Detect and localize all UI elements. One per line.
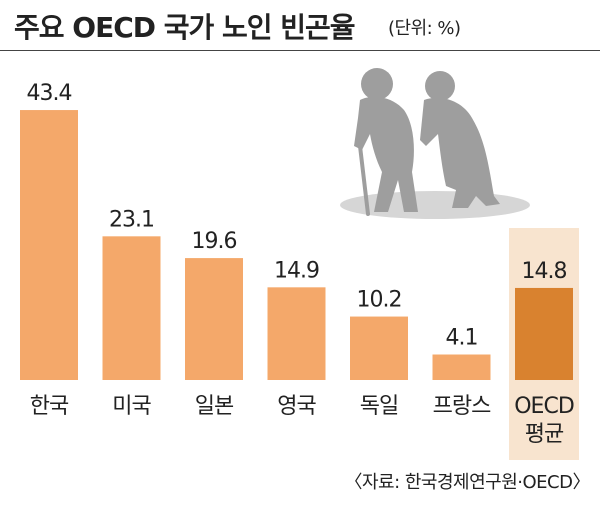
- value-label: 14.8: [522, 259, 567, 284]
- value-label: 14.9: [274, 258, 319, 283]
- chart-title: 주요 OECD 국가 노인 빈곤율: [14, 11, 356, 44]
- elderly-woman-silhouette: [420, 71, 500, 208]
- bar: [515, 287, 573, 380]
- value-label: 23.1: [109, 207, 154, 232]
- value-label: 43.4: [27, 81, 72, 106]
- cane: [358, 144, 370, 216]
- elderly-couple-icon: [340, 68, 530, 219]
- category-label: 한국: [30, 394, 69, 419]
- category-label: 미국: [112, 394, 151, 419]
- category-label: 영국: [277, 394, 316, 419]
- bar: [20, 110, 78, 380]
- value-label: 19.6: [192, 229, 237, 254]
- bar: [185, 258, 243, 380]
- category-label: OECD 평균: [514, 394, 574, 447]
- bar: [102, 236, 161, 380]
- category-label: 일본: [195, 394, 234, 419]
- bar: [350, 316, 408, 380]
- value-label: 4.1: [446, 325, 478, 350]
- category-label: 프랑스: [433, 394, 491, 419]
- category-label: 독일: [360, 394, 398, 419]
- source-note: 〈자료: 한국경제연구원·OECD〉: [344, 472, 590, 493]
- elderly-man-silhouette: [354, 68, 418, 212]
- title-divider: [0, 50, 600, 51]
- bar: [267, 287, 326, 380]
- unit-note: (단위: %): [388, 18, 461, 39]
- value-label: 10.2: [357, 288, 402, 313]
- bar: [432, 354, 491, 380]
